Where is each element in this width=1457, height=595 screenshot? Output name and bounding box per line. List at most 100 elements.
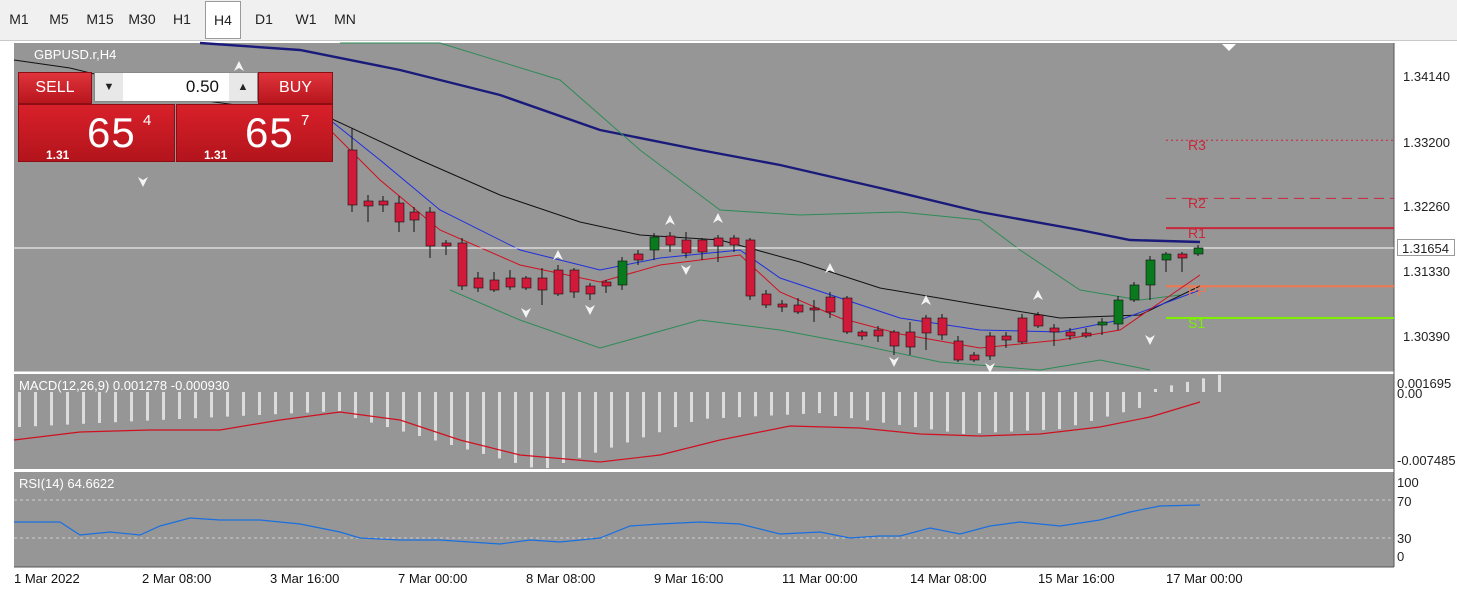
fractal-up-arrow: [553, 250, 563, 260]
macd-histogram-bar: [658, 392, 661, 433]
macd-histogram-bar: [82, 392, 85, 424]
timeframe-m30-button[interactable]: M30: [128, 11, 156, 27]
macd-histogram-bar: [354, 392, 357, 419]
rsi-tick: 0: [1397, 549, 1405, 564]
macd-histogram-bar: [770, 392, 773, 416]
buy-price-box[interactable]: 1.31 65 7: [176, 104, 333, 162]
macd-histogram-bar: [1074, 392, 1077, 426]
candle-body: [857, 331, 868, 337]
fractal-up-arrow: [713, 213, 723, 223]
timeframe-mn-button[interactable]: MN: [334, 11, 356, 27]
fractal-up-arrow: [825, 263, 835, 273]
macd-histogram-bar: [370, 392, 373, 423]
macd-histogram-bar: [514, 392, 517, 463]
fractal-up-arrow: [234, 61, 244, 71]
timeframe-m5-button[interactable]: M5: [49, 11, 69, 27]
fractal-down-arrow: [889, 357, 899, 367]
rsi-tick: 100: [1397, 475, 1419, 490]
candle-body: [713, 237, 724, 247]
macd-histogram-bar: [402, 392, 405, 432]
sell-price-box[interactable]: 1.31 65 4: [18, 104, 175, 162]
timeframe-m15-button[interactable]: M15: [86, 11, 114, 27]
macd-histogram-bar: [194, 392, 197, 419]
macd-histogram-bar: [834, 392, 837, 416]
macd-histogram-bar: [98, 392, 101, 423]
macd-histogram-bar: [1010, 392, 1013, 432]
price-tick: 1.33200: [1403, 135, 1450, 150]
candle-body: [553, 269, 564, 295]
macd-tick: 0.00: [1397, 386, 1423, 401]
timeframe-w1-button[interactable]: W1: [295, 11, 317, 27]
macd-histogram-bar: [178, 392, 181, 419]
candle-body: [953, 340, 964, 361]
macd-histogram-bar: [434, 392, 437, 441]
triangle-down-icon: ▼: [103, 81, 115, 93]
pivot-label-r1: R1: [1188, 225, 1206, 242]
macd-tick: -0.007485: [1397, 453, 1456, 468]
macd-histogram-bar: [898, 392, 901, 425]
macd-histogram-bar: [322, 392, 325, 412]
macd-histogram-bar: [18, 392, 21, 427]
macd-histogram-bar: [1170, 385, 1173, 392]
sell-button[interactable]: SELL: [18, 72, 92, 104]
candle-body: [985, 335, 996, 357]
macd-histogram-bar: [1218, 374, 1221, 392]
macd-histogram-bar: [738, 392, 741, 418]
rsi-line: [14, 504, 1201, 545]
fractal-down-arrow: [521, 308, 531, 318]
macd-tick: 0.001695: [1397, 376, 1452, 391]
timeframe-h4-button[interactable]: H4: [205, 1, 241, 39]
candle-body: [441, 242, 452, 247]
candle-body: [825, 296, 836, 313]
timeframe-m1-button[interactable]: M1: [9, 11, 29, 27]
lot-decrease-button[interactable]: ▼: [95, 73, 123, 101]
timeframe-d1-button[interactable]: D1: [255, 11, 273, 27]
candle-body: [649, 236, 660, 251]
date-tick: 15 Mar 16:00: [1038, 571, 1115, 586]
macd-histogram-bar: [130, 392, 133, 422]
macd-histogram-bar: [498, 392, 501, 459]
macd-histogram-bar: [50, 392, 53, 426]
macd-signal-line: [13, 401, 1201, 463]
date-tick: 14 Mar 08:00: [910, 571, 987, 586]
macd-histogram-bar: [1090, 392, 1093, 421]
one-click-trading-panel: SELL ▼ ▲ BUY 1.31 65 4 1.31 65 7: [18, 72, 333, 162]
timeframe-toolbar: M1 M5 M15 M30 H1 H4 D1 W1 MN: [0, 0, 1457, 41]
price-tick: 1.32260: [1403, 199, 1450, 214]
rsi-label: RSI(14) 64.6622: [19, 476, 115, 491]
candle-body: [457, 242, 468, 287]
symbol-label: GBPUSD.r,H4: [34, 47, 117, 62]
buy-price-prefix: 1.31: [204, 148, 228, 162]
macd-histogram-bar: [754, 392, 757, 417]
candle-body: [617, 260, 628, 286]
macd-panel-background: [14, 374, 1394, 469]
macd-histogram-bar: [210, 392, 213, 418]
buy-button[interactable]: BUY: [258, 72, 333, 104]
lot-size-control: ▼ ▲: [94, 72, 258, 102]
fractal-down-arrow: [585, 305, 595, 315]
candle-body: [1113, 299, 1124, 325]
fractal-down-arrow: [681, 265, 691, 275]
buy-price-fraction: 7: [301, 112, 310, 129]
lot-increase-button[interactable]: ▲: [229, 73, 257, 101]
chart-area[interactable]: [0, 40, 1457, 595]
bollinger-upper-line: [340, 42, 1181, 301]
lot-size-input[interactable]: [127, 75, 219, 99]
candle-body: [681, 239, 692, 254]
date-tick: 3 Mar 16:00: [270, 571, 340, 586]
price-tick: 1.31330: [1403, 264, 1450, 279]
price-tick: 1.30390: [1403, 329, 1450, 344]
candle-body: [585, 285, 596, 295]
candle-body: [394, 202, 405, 223]
candle-body: [905, 331, 916, 348]
fractal-up-arrow: [665, 215, 675, 225]
macd-histogram-bar: [66, 392, 69, 425]
candle-body: [378, 200, 389, 206]
macd-histogram-bar: [386, 392, 389, 428]
candle-body: [697, 239, 708, 253]
macd-histogram-bar: [802, 392, 805, 414]
date-tick: 17 Mar 00:00: [1166, 571, 1243, 586]
timeframe-h1-button[interactable]: H1: [173, 11, 191, 27]
macd-histogram-bar: [1186, 381, 1189, 392]
fractal-down-arrow: [1145, 335, 1155, 345]
